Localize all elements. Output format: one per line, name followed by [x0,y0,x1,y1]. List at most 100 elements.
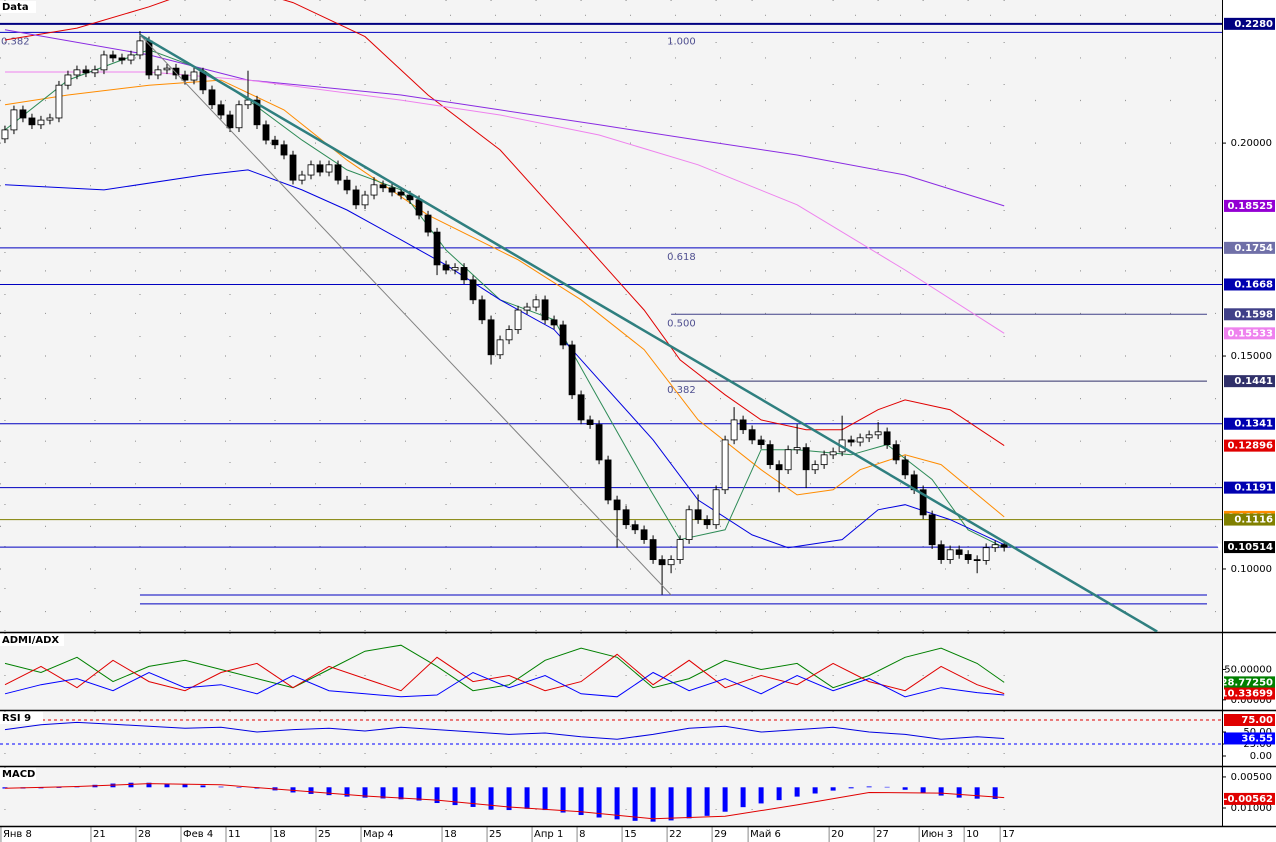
candle-body [739,419,747,431]
candle-body [523,306,531,311]
candle-body [721,439,729,491]
candle-body [694,509,702,520]
indicator-line [4,169,1005,549]
indicator-line [4,783,1005,820]
candle-body [676,539,684,561]
value-label-box [1224,687,1275,700]
candle-body [982,547,990,561]
trendline [139,33,1158,632]
value-label-box [1224,375,1275,388]
indicator-line [4,0,1005,447]
candle-body [550,319,558,326]
x-tick-label: Мар 4 [363,829,394,840]
candle-body [460,267,468,281]
histogram-bar [722,787,728,812]
candle-body [496,339,504,356]
candle-body [163,67,171,71]
candle-body [442,264,450,271]
value-label: 0.1116 [1234,515,1273,526]
candle-body [811,464,819,471]
histogram-bar [56,787,62,788]
candle-body [118,57,126,61]
candle-body [208,89,216,106]
value-label-box [1224,732,1275,745]
value-label-box [1224,241,1275,254]
candle-body [703,519,711,526]
candle-body [640,529,648,540]
value-label: 0.1754 [1234,243,1273,254]
value-label: 0.12896 [1227,441,1273,452]
panel-title-box [0,634,64,646]
candle-body [1,129,9,140]
value-label: 0.1191 [1234,483,1273,494]
y-tick-label: 0.20000 [1231,138,1272,149]
candle-body [343,179,351,191]
histogram-bar [668,787,674,821]
histogram-bar [488,787,494,810]
histogram-bar [434,787,440,804]
histogram-bar [362,787,368,798]
histogram-bar [308,787,314,794]
histogram-bar [218,786,224,788]
candle-body [487,319,495,356]
y-tick-label: 25.00 [1243,739,1272,750]
x-tick-label: 29 [714,829,727,840]
candle-body [766,444,774,466]
candle-body [649,539,657,561]
panel-title: ADMI/ADX [2,635,59,646]
candle-body [307,164,315,176]
value-label-box [1224,308,1275,321]
candle-body [685,509,693,540]
histogram-bar [686,787,692,819]
x-tick-label: 18 [273,829,286,840]
candle-body [622,509,630,526]
value-label: 10.33699 [1220,689,1273,700]
x-tick-label: 17 [1002,829,1015,840]
value-label-box [1224,513,1275,526]
candle-body [136,40,144,56]
trendline [139,34,672,596]
histogram-bar [992,787,998,799]
histogram-bar [740,787,746,808]
histogram-bar [776,787,782,801]
candle-body [1000,544,1008,548]
histogram-bar [542,787,548,811]
x-tick-label: 25 [489,829,502,840]
candle-body [514,309,522,331]
candle-body [577,394,585,421]
value-label: 75.00 [1241,715,1273,726]
value-label-box [1224,417,1275,430]
candle-body [262,124,270,141]
x-tick-label: 18 [444,829,457,840]
y-tick-label: 0.00500 [1231,772,1272,783]
value-label-box [1224,481,1275,494]
candle-body [532,299,540,308]
candle-body [991,544,999,549]
indicator-line [4,29,1005,207]
candle-body [415,199,423,216]
histogram-bar [416,787,422,801]
panel-title-box [0,712,43,724]
candle-body [865,434,873,439]
value-label-box [1224,714,1275,727]
candle-body [451,267,459,271]
panel-title: Data [2,2,29,13]
candle-body [334,164,342,181]
date-axis-background [0,826,1276,842]
y-tick-label: 0.00 [1250,751,1272,762]
candle-body [253,99,261,126]
candle-body [946,549,954,561]
candle-body [73,69,81,76]
candle-body [667,559,675,566]
value-label-box [1224,327,1275,340]
value-label-box [1224,676,1275,689]
value-label-box [1224,278,1275,291]
histogram-bar [830,787,836,791]
histogram-bar [578,787,584,816]
x-tick-label: Фев 4 [183,829,213,840]
histogram-bar [794,787,800,797]
histogram-bar [326,787,332,796]
candle-body [433,231,441,266]
histogram-bar [614,787,620,820]
candle-body [28,117,36,126]
